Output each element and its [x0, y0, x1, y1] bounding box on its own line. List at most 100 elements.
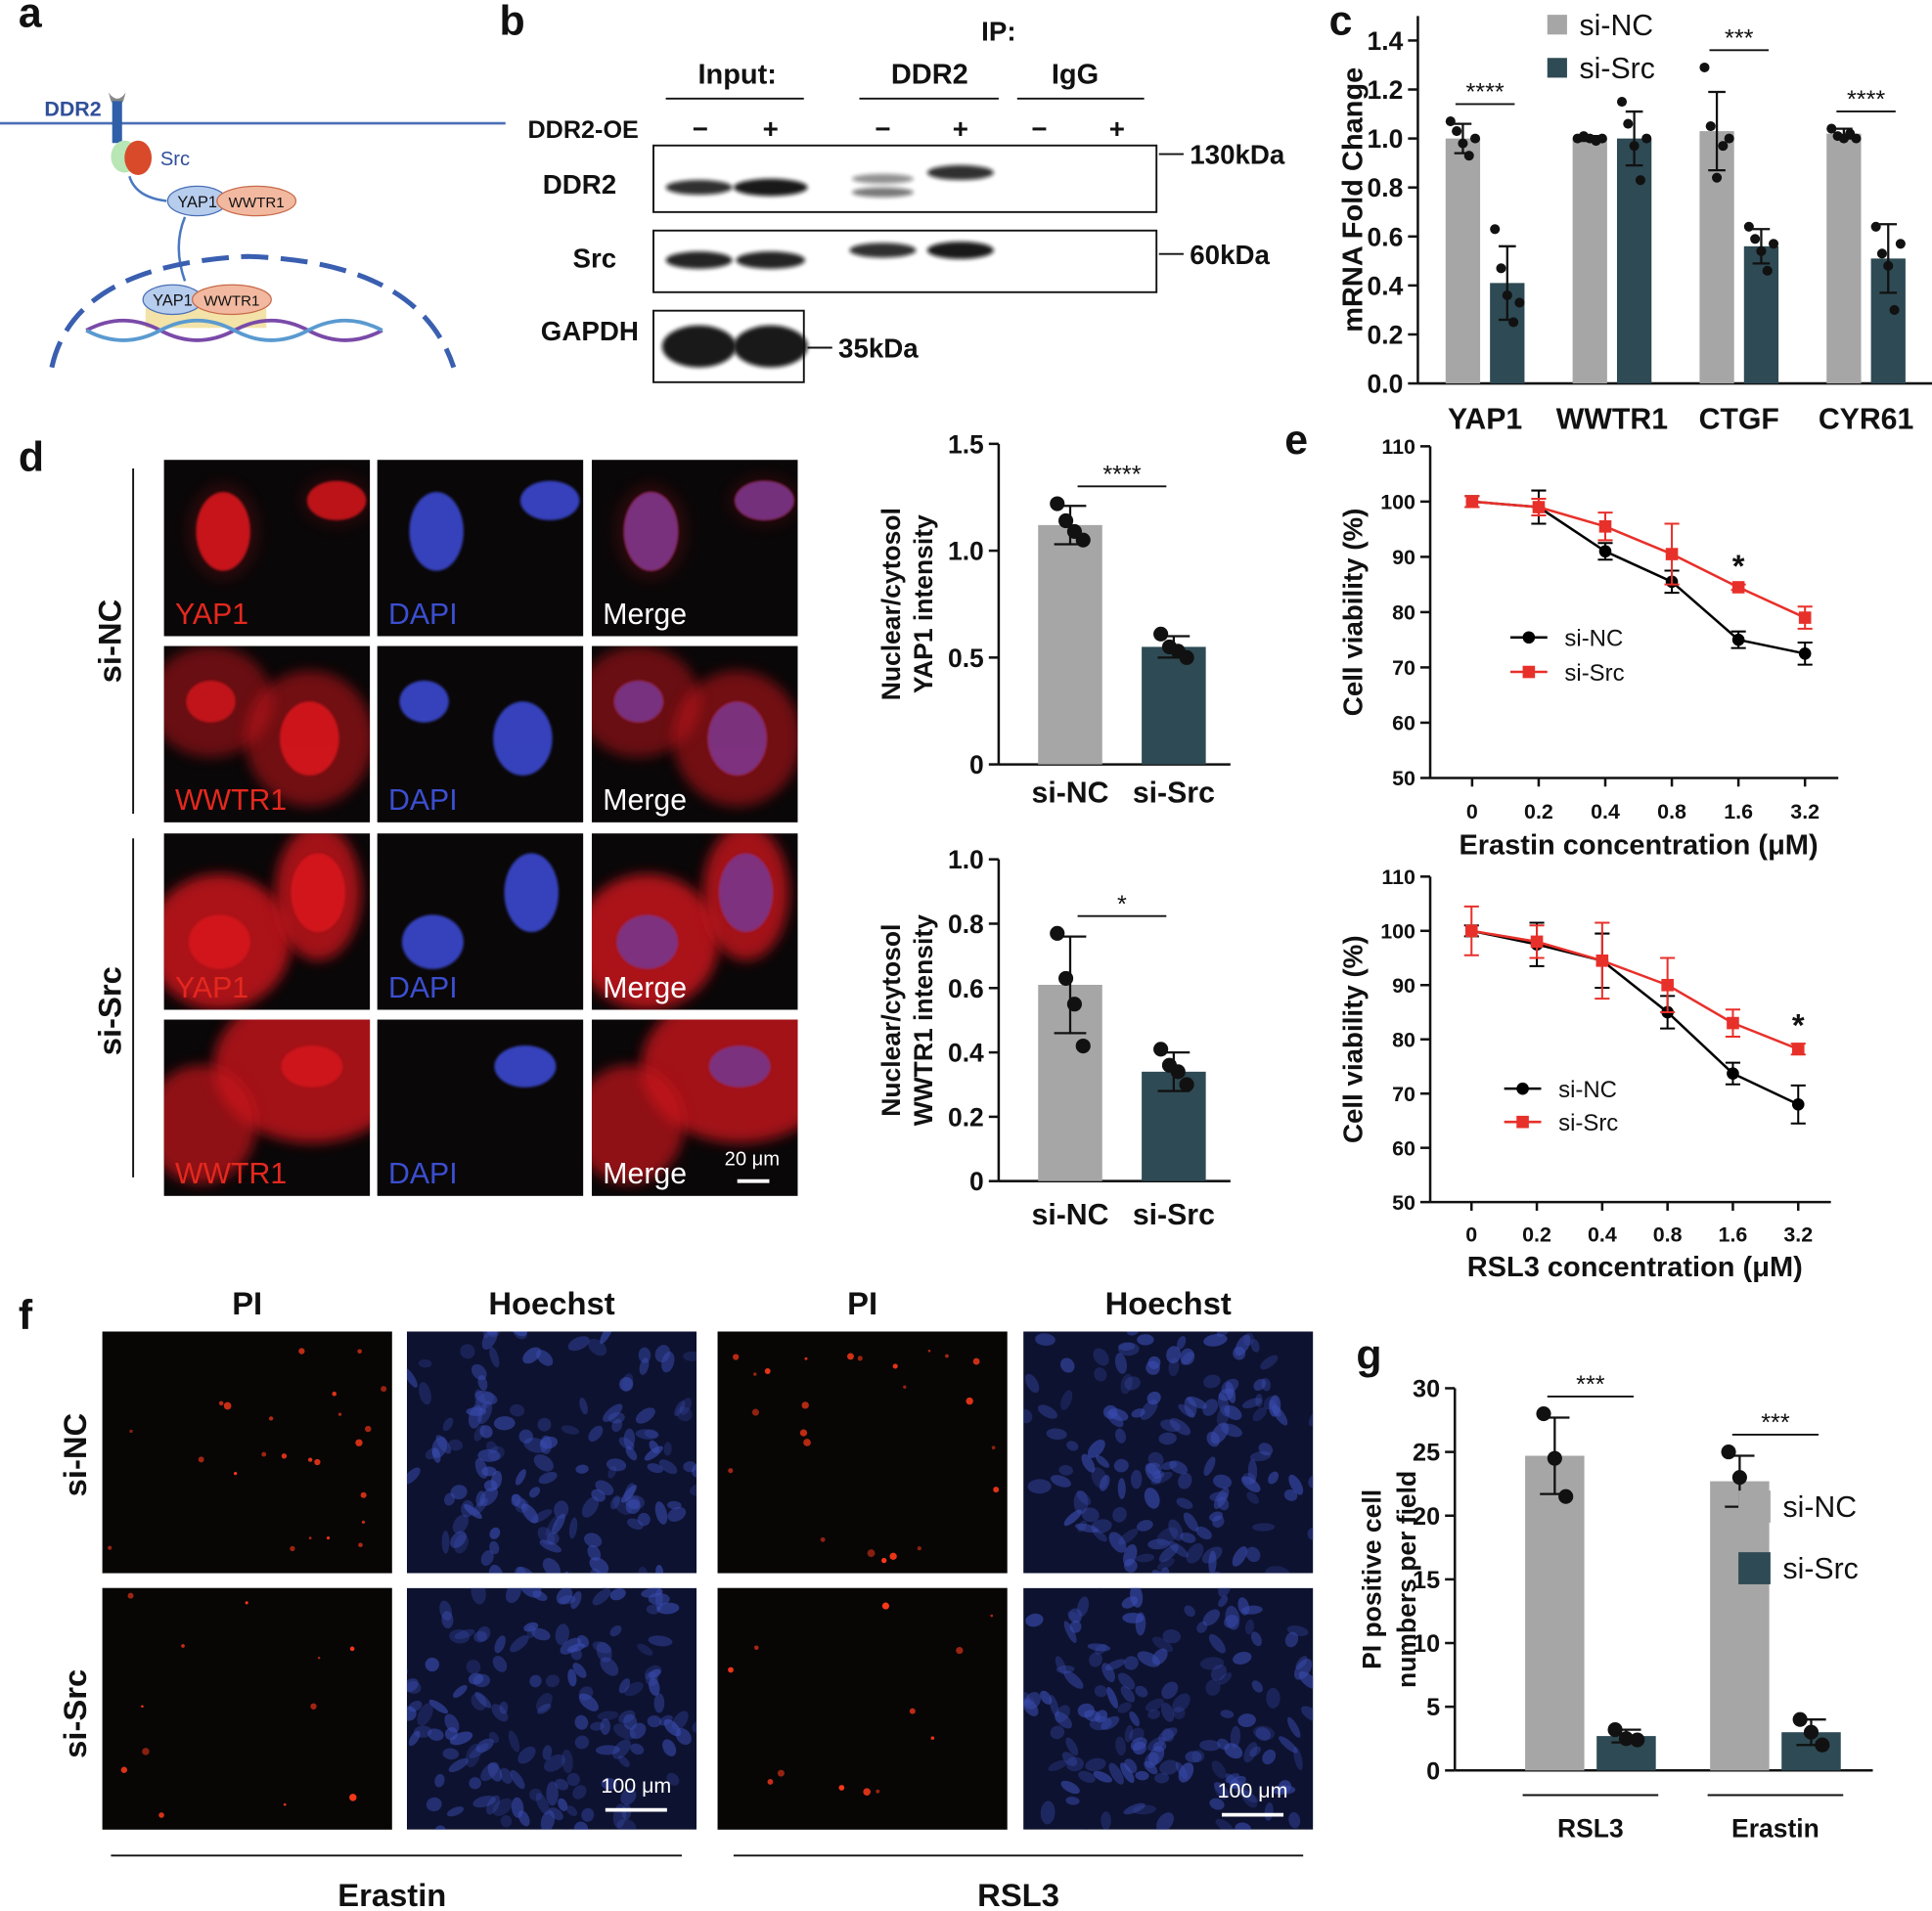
- nucleus: [1067, 1611, 1082, 1623]
- significance: *: [1732, 548, 1745, 584]
- nucleus: [1092, 1579, 1106, 1589]
- y-tick-label: 1.5: [948, 429, 984, 459]
- nucleus: [658, 1459, 678, 1475]
- nucleus: [1120, 1373, 1133, 1395]
- nucleus: [1208, 1550, 1217, 1574]
- nucleus: [444, 1713, 460, 1733]
- nucleus: [1081, 1453, 1096, 1473]
- nucleus: [1087, 1643, 1111, 1652]
- nucleus: [452, 1514, 470, 1534]
- nucleus: [1158, 1544, 1179, 1563]
- channel-label: DAPI: [388, 972, 458, 1004]
- cells: [163, 645, 371, 807]
- nucleus: [1151, 1648, 1168, 1666]
- y-axis-title: Nuclear/cytosol: [876, 508, 906, 700]
- pi-dot: [966, 1397, 973, 1405]
- pi-dot: [777, 1769, 785, 1777]
- nucleus: [1160, 1460, 1178, 1471]
- channel-label: DAPI: [388, 599, 458, 631]
- nucleus: [1050, 1725, 1065, 1740]
- data-point: [1635, 175, 1645, 186]
- data-point: [1075, 532, 1091, 548]
- nucleus: [1121, 1596, 1139, 1609]
- nucleus: [1225, 1605, 1240, 1630]
- nucleus: [1112, 1506, 1127, 1523]
- nucleus: [1184, 1397, 1197, 1417]
- nucleus: [1093, 1770, 1112, 1783]
- pi-dot: [349, 1794, 357, 1801]
- arrow: [128, 175, 167, 202]
- marker: [1532, 501, 1546, 513]
- nucleus: [492, 1656, 508, 1672]
- nucleus: [1068, 1608, 1083, 1623]
- data-point: [1699, 62, 1710, 73]
- nucleus: [448, 1757, 469, 1773]
- nucleus: [1301, 1706, 1314, 1722]
- nucleus: [1218, 1595, 1229, 1608]
- pi-dot: [754, 1645, 759, 1651]
- nucleus: [538, 1471, 558, 1485]
- pi-dot: [355, 1439, 363, 1446]
- nucleus: [679, 1398, 692, 1415]
- nucleus: [523, 1622, 539, 1632]
- nucleus: [1063, 1621, 1077, 1643]
- nucleus: [428, 1699, 448, 1714]
- x-tick-label: 0.2: [1524, 800, 1553, 823]
- data-point: [1536, 1405, 1551, 1422]
- nucleus: [1268, 1471, 1280, 1485]
- nucleus: [618, 1437, 635, 1450]
- nucleus: [1151, 1636, 1174, 1653]
- nucleus: [434, 1773, 445, 1788]
- band: [851, 173, 914, 184]
- data-point: [1452, 126, 1462, 137]
- x-tick-label: YAP1: [1448, 404, 1522, 436]
- nucleus: [532, 1590, 548, 1602]
- nucleus: [576, 1634, 590, 1648]
- nucleus: [518, 1429, 533, 1444]
- nucleus-blue: [399, 680, 449, 723]
- legend-swatch: [1547, 15, 1567, 35]
- band: [665, 180, 733, 196]
- nucleus: [1085, 1757, 1106, 1772]
- nucleus: [1060, 1357, 1075, 1373]
- legend-swatch: [1738, 1490, 1771, 1523]
- nucleus: [639, 1357, 650, 1375]
- size-marker: 60kDa: [1190, 240, 1270, 270]
- nucleus: [630, 1743, 645, 1755]
- y-tick-label: 0.6: [1368, 222, 1404, 251]
- micrograph: [591, 1019, 798, 1196]
- nucleus: [648, 1635, 673, 1647]
- nucleus: [607, 1412, 625, 1424]
- nucleus: [500, 1814, 513, 1828]
- bar: [1616, 138, 1652, 384]
- size-marker: 35kDa: [838, 333, 919, 364]
- nucleus: [637, 1512, 651, 1527]
- marker: [1464, 924, 1478, 938]
- nucleus: [565, 1805, 578, 1816]
- nucleus: [469, 1777, 481, 1790]
- pi-dot: [876, 1789, 880, 1794]
- nucleus: [454, 1628, 475, 1639]
- nucleus: [683, 1351, 697, 1361]
- y-tick-label: 100: [1380, 491, 1415, 514]
- data-point: [1731, 1470, 1747, 1486]
- nucleus: [616, 1819, 637, 1830]
- nucleus: [1065, 1737, 1079, 1755]
- nucleus: [446, 1806, 465, 1817]
- data-point: [1075, 1038, 1091, 1054]
- nucleus: [442, 1748, 460, 1760]
- data-point: [1596, 133, 1607, 144]
- nucleus: [572, 1785, 587, 1800]
- nucleus: [1073, 1490, 1089, 1515]
- nucleus: [1137, 1334, 1154, 1346]
- nucleus: [1221, 1423, 1242, 1438]
- data-point: [1558, 1489, 1574, 1504]
- image-bg: [717, 1587, 1008, 1830]
- micrograph: [406, 1331, 697, 1574]
- nucleus: [1272, 1404, 1288, 1426]
- nucleus: [488, 1731, 500, 1744]
- nucleus: [1308, 1406, 1314, 1427]
- nucleus: [1208, 1633, 1226, 1654]
- data-point: [1826, 123, 1837, 134]
- nucleus: [620, 1788, 637, 1805]
